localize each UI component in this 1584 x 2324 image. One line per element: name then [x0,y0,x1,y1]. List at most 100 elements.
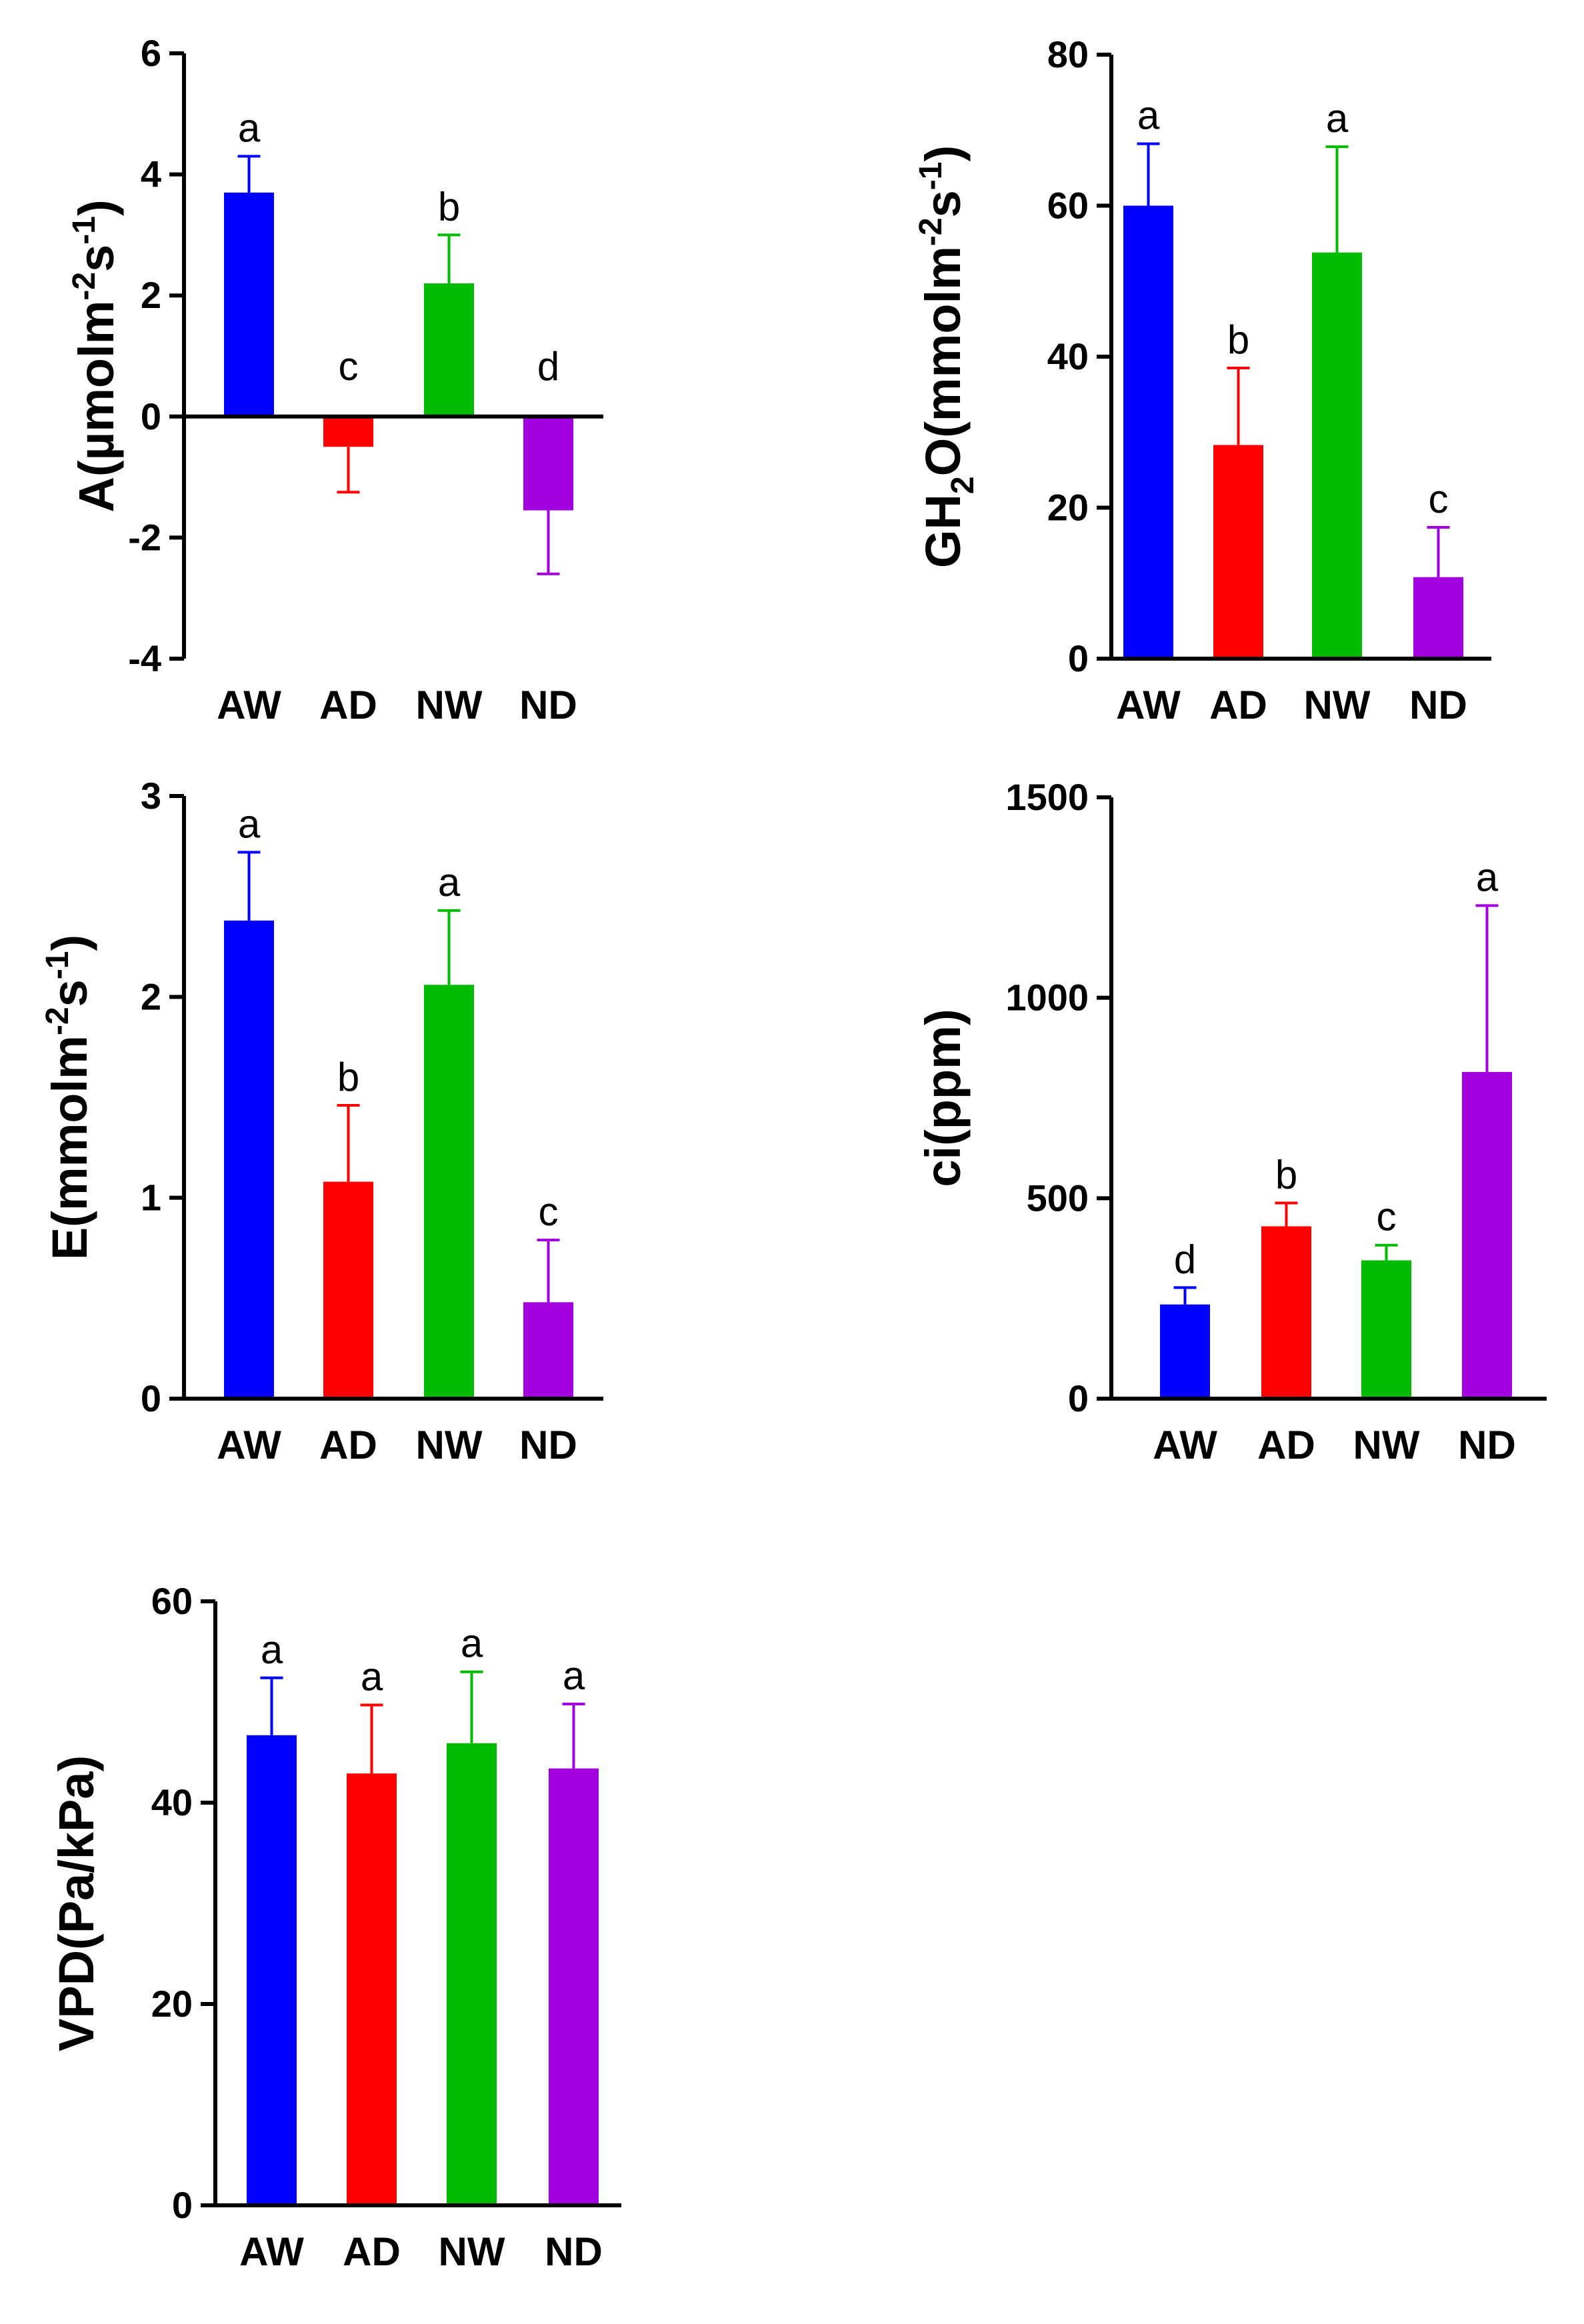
error-bar-nw [460,1670,483,1743]
y-tick-label: 80 [1047,33,1089,75]
y-axis-title-part: s [69,245,124,272]
category-label: AD [319,1423,377,1467]
significance-label: a [361,1655,383,1699]
y-axis-title-part: -2 [40,1007,75,1035]
y-axis-title-part: s [915,190,971,217]
bar-aw [247,1735,297,2205]
y-axis-title-part: -2 [913,217,949,246]
category-label: AD [319,683,377,727]
error-bar-nd [537,510,560,575]
significance-label: a [1326,96,1349,141]
y-axis-title-part: s [42,979,97,1007]
category-label: ND [519,1423,577,1467]
category-label: AW [239,2229,304,2274]
y-tick-label: -4 [128,637,161,679]
significance-label: d [537,344,559,389]
y-tick-label: 4 [141,153,161,195]
y-tick-label: 20 [1047,487,1089,529]
y-axis-title-part: -2 [67,272,102,301]
error-bar-nd [1475,904,1499,1072]
bar-nw [424,283,474,417]
bar-nw [1312,252,1362,659]
bar-nd [1413,577,1463,659]
significance-label: c [1377,1195,1397,1239]
bar-ad [323,1181,373,1399]
y-axis-title: VPD(Pa/kPa) [49,1755,104,2051]
significance-label: d [1174,1237,1196,1281]
y-axis-title-part: GH [915,494,971,568]
category-label: AW [1153,1423,1217,1467]
category-label: NW [416,1423,483,1467]
significance-label: a [238,801,261,846]
significance-label: a [238,105,261,150]
transpiration-rate-chart: a AW b AD a NW c ND 0 1 2 3 E(mmolm-2s-1) [40,775,603,1467]
y-axis-title: A(µmolm-2s-1) [67,199,124,512]
y-axis-title-part: VPD(Pa/kPa) [49,1755,104,2051]
y-tick-label: 500 [1027,1177,1089,1219]
bar-aw [1123,205,1173,659]
category-label: AW [217,1423,281,1467]
significance-label: a [1137,93,1160,138]
error-bar-ad [360,1703,383,1774]
y-tick-label: 0 [172,2184,193,2226]
y-axis-title: ci(ppm) [915,1009,971,1187]
y-axis-title-part: 2 [945,476,981,494]
significance-label: a [438,860,461,905]
error-bar-ad [337,447,360,494]
bar-nd [523,1302,573,1399]
error-bar-ad [337,1104,360,1182]
category-label: AW [217,683,281,727]
y-tick-label: -2 [128,516,161,558]
y-axis-title-part: ci(ppm) [915,1009,971,1187]
error-bar-aw [260,1676,283,1735]
y-tick-label: 1500 [1005,776,1089,818]
y-axis-title-part: -1 [913,162,949,191]
error-bar-ad [1275,1201,1298,1227]
y-axis-title: E(mmolm-2s-1) [40,935,97,1260]
y-axis-title: GH2O(mmolm-2s-1) [913,145,981,568]
significance-label: b [1275,1153,1297,1197]
bar-aw [224,192,274,417]
bar-ad [1213,445,1263,659]
vpd-chart: a AW a AD a NW a ND 0 20 40 60 VPD(Pa/kPa) [49,1580,621,2274]
intercellular-co2-chart: d AW b AD c NW a ND 0 500 1000 1500 ci(ppm) [915,776,1547,1467]
category-label: NW [1304,683,1371,727]
y-tick-label: 0 [141,395,161,437]
y-axis-title-part: -1 [67,216,102,245]
error-bar-nw [437,909,461,985]
category-label: ND [1409,683,1467,727]
error-bar-aw [237,155,261,193]
y-axis-title-part: -1 [40,951,75,979]
bar-aw [1160,1304,1210,1399]
error-bar-nd [1427,525,1450,577]
y-tick-label: 40 [1047,335,1089,377]
y-tick-label: 1000 [1005,977,1089,1019]
error-bar-aw [1173,1286,1197,1305]
y-tick-label: 1 [141,1177,161,1219]
category-label: AD [1257,1423,1315,1467]
y-axis-title-part: ) [915,145,971,162]
y-tick-label: 0 [1068,637,1089,679]
y-tick-label: 3 [141,775,161,817]
y-tick-label: 6 [141,32,161,74]
bar-nw [1361,1260,1411,1399]
error-bar-aw [1137,142,1160,206]
bar-nd [523,416,573,511]
category-label: ND [545,2229,603,2274]
y-axis-title-part: A(µmolm [69,301,124,513]
category-label: NW [416,683,483,727]
y-tick-label: 40 [151,1781,193,1823]
significance-label: c [1429,477,1449,521]
y-axis-title-part: ) [69,199,124,216]
bar-nd [1462,1071,1512,1399]
significance-label: a [261,1627,283,1672]
significance-label: c [539,1189,559,1234]
category-label: NW [439,2229,505,2274]
error-bar-nw [1325,145,1349,253]
error-bar-nd [537,1238,560,1303]
y-tick-label: 0 [141,1377,161,1419]
category-label: ND [1458,1423,1516,1467]
error-bar-nw [437,233,461,284]
